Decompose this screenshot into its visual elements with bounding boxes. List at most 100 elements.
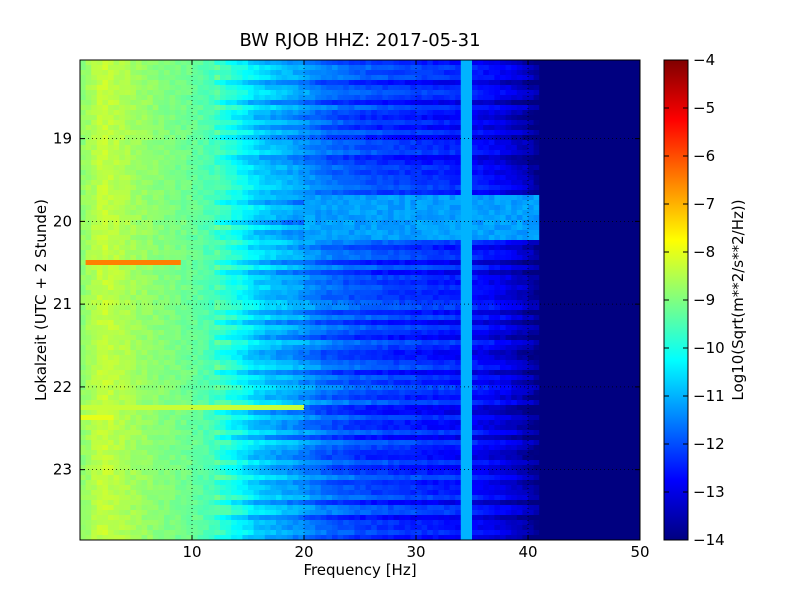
- heatmap-cell: [567, 150, 574, 156]
- heatmap-cell: [511, 80, 518, 86]
- heatmap-cell: [550, 245, 557, 251]
- heatmap-cell: [281, 70, 288, 76]
- heatmap-cell: [96, 170, 103, 176]
- heatmap-cell: [180, 90, 187, 96]
- heatmap-cell: [102, 290, 109, 296]
- heatmap-cell: [472, 130, 478, 136]
- heatmap-cell: [343, 300, 350, 306]
- heatmap-cell: [584, 150, 590, 156]
- heatmap-cell: [382, 135, 389, 141]
- heatmap-cell: [494, 200, 501, 206]
- heatmap-cell: [466, 250, 473, 256]
- heatmap-cell: [119, 300, 126, 306]
- heatmap-cell: [388, 265, 394, 271]
- heatmap-cell: [365, 225, 372, 231]
- heatmap-cell: [472, 115, 478, 121]
- heatmap-cell: [556, 140, 562, 146]
- heatmap-cell: [393, 300, 400, 306]
- heatmap-cell: [500, 125, 506, 131]
- heatmap-cell: [253, 120, 260, 126]
- heatmap-cell: [343, 205, 350, 211]
- heatmap-cell: [292, 230, 299, 236]
- heatmap-cell: [628, 180, 635, 186]
- heatmap-cell: [141, 80, 148, 86]
- heatmap-cell: [449, 80, 456, 86]
- heatmap-cell: [477, 125, 484, 131]
- heatmap-cell: [169, 255, 176, 261]
- heatmap-cell: [494, 210, 501, 216]
- heatmap-cell: [572, 270, 579, 276]
- heatmap-cell: [466, 105, 473, 111]
- heatmap-cell: [276, 200, 282, 206]
- heatmap-cell: [432, 245, 439, 251]
- heatmap-cell: [119, 190, 126, 196]
- heatmap-cell: [561, 290, 568, 296]
- heatmap-cell: [343, 265, 350, 271]
- heatmap-cell: [516, 165, 523, 171]
- heatmap-cell: [108, 290, 114, 296]
- heatmap-cell: [102, 230, 109, 236]
- heatmap-cell: [365, 245, 372, 251]
- heatmap-cell: [438, 270, 445, 276]
- heatmap-cell: [595, 140, 602, 146]
- heatmap-cell: [85, 105, 92, 111]
- heatmap-cell: [556, 90, 562, 96]
- heatmap-cell: [203, 185, 210, 191]
- heatmap-cell: [85, 295, 92, 301]
- heatmap-cell: [399, 120, 406, 126]
- heatmap-cell: [91, 205, 98, 211]
- heatmap-cell: [455, 245, 462, 251]
- heatmap-cell: [432, 75, 439, 81]
- heatmap-cell: [208, 105, 215, 111]
- heatmap-cell: [332, 170, 338, 176]
- heatmap-cell: [203, 165, 210, 171]
- heatmap-cell: [528, 90, 534, 96]
- heatmap-cell: [360, 175, 366, 181]
- heatmap-cell: [348, 290, 355, 296]
- heatmap-cell: [572, 70, 579, 76]
- heatmap-cell: [522, 200, 529, 206]
- heatmap-cell: [556, 295, 562, 301]
- heatmap-cell: [270, 110, 277, 116]
- heatmap-cell: [511, 75, 518, 81]
- heatmap-cell: [360, 80, 366, 86]
- heatmap-cell: [141, 250, 148, 256]
- heatmap-cell: [147, 150, 154, 156]
- heatmap-cell: [248, 120, 254, 126]
- heatmap-row: [80, 200, 640, 206]
- heatmap-cell: [253, 175, 260, 181]
- heatmap-cell: [259, 225, 266, 231]
- heatmap-cell: [343, 130, 350, 136]
- heatmap-cell: [214, 190, 221, 196]
- heatmap-cell: [197, 200, 204, 206]
- heatmap-cell: [410, 195, 417, 201]
- heatmap-cell: [382, 200, 389, 206]
- heatmap-cell: [113, 155, 120, 161]
- heatmap-cell: [292, 235, 299, 241]
- heatmap-cell: [500, 205, 506, 211]
- heatmap-cell: [483, 115, 490, 121]
- heatmap-cell: [337, 225, 344, 231]
- heatmap-cell: [589, 175, 596, 181]
- heatmap-cell: [281, 210, 288, 216]
- heatmap-cell: [455, 200, 462, 206]
- heatmap-cell: [432, 225, 439, 231]
- heatmap-cell: [500, 260, 506, 266]
- heatmap-cell: [584, 125, 590, 131]
- heatmap-cell: [119, 225, 126, 231]
- heatmap-cell: [214, 240, 221, 246]
- heatmap-cell: [472, 120, 478, 126]
- heatmap-cell: [236, 110, 243, 116]
- heatmap-cell: [119, 75, 126, 81]
- heatmap-cell: [164, 240, 170, 246]
- heatmap-cell: [584, 80, 590, 86]
- heatmap-cell: [332, 175, 338, 181]
- heatmap-cell: [80, 200, 86, 206]
- heatmap-cell: [281, 240, 288, 246]
- heatmap-cell: [192, 155, 198, 161]
- heatmap-cell: [169, 235, 176, 241]
- heatmap-cell: [326, 105, 333, 111]
- heatmap-cell: [259, 115, 266, 121]
- heatmap-cell: [600, 245, 607, 251]
- heatmap-cell: [382, 130, 389, 136]
